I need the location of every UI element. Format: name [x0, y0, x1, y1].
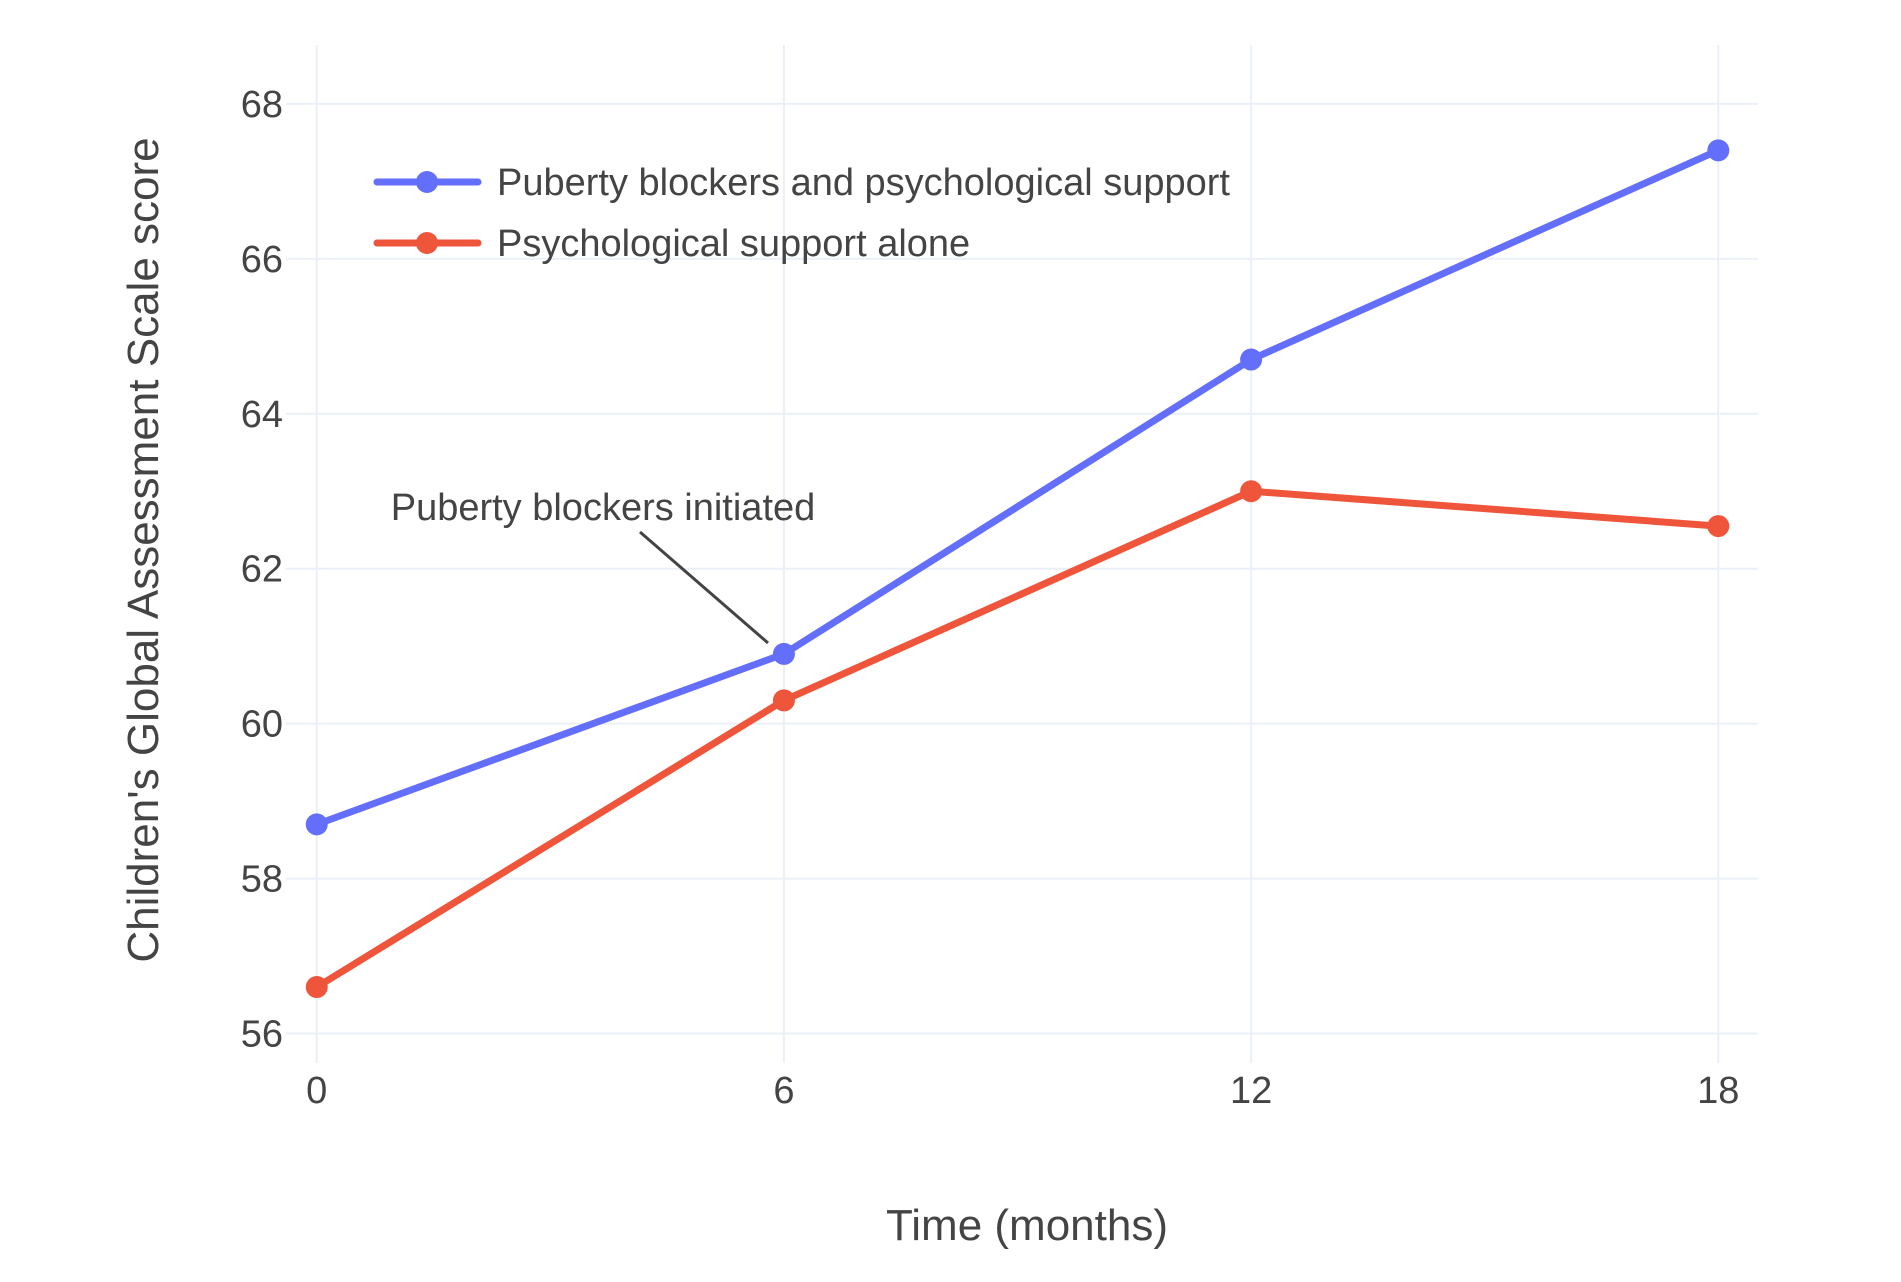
data-point	[1707, 515, 1730, 538]
data-point	[1240, 348, 1263, 371]
x-axis-title: Time (months)	[886, 1201, 1168, 1250]
series-layer	[305, 139, 1730, 999]
grid-layer	[286, 45, 1758, 1063]
annotation-connector-line	[639, 530, 769, 645]
tick-label-layer: 56 58 60 62 64 66 68 0 6 12 18	[241, 84, 1740, 1112]
data-point	[305, 813, 328, 836]
x-tick-label: 6	[773, 1070, 794, 1112]
legend-item-psychological-support-alone[interactable]: Psychological support alone	[373, 223, 970, 265]
y-tick-label: 68	[241, 84, 283, 126]
x-tick-label: 18	[1697, 1070, 1739, 1112]
x-tick-label: 0	[306, 1070, 327, 1112]
y-axis-title: Children's Global Assessment Scale score	[119, 137, 168, 962]
y-tick-label: 62	[241, 549, 283, 591]
y-tick-label: 60	[241, 704, 283, 746]
annotation: Puberty blockers initiated	[391, 487, 816, 645]
legend-swatch-dot-red	[416, 232, 438, 254]
annotation-text: Puberty blockers initiated	[391, 487, 816, 529]
y-tick-label: 56	[241, 1014, 283, 1056]
data-point	[305, 976, 328, 999]
series-line-psychological-support-alone	[313, 487, 1722, 991]
legend: Puberty blockers and psychological suppo…	[373, 162, 1230, 265]
data-point	[1240, 480, 1263, 503]
data-point	[772, 642, 795, 665]
data-point	[772, 689, 795, 712]
y-tick-label: 64	[241, 394, 283, 436]
x-tick-label: 12	[1230, 1070, 1272, 1112]
y-tick-label: 58	[241, 859, 283, 901]
legend-label-puberty-blockers: Puberty blockers and psychological suppo…	[497, 162, 1230, 204]
y-tick-label: 66	[241, 239, 283, 281]
legend-item-puberty-blockers[interactable]: Puberty blockers and psychological suppo…	[373, 162, 1230, 204]
series-line-puberty-blockers	[313, 146, 1722, 828]
data-point	[1707, 139, 1730, 162]
legend-label-psychological-support-alone: Psychological support alone	[497, 223, 970, 265]
legend-swatch-dot-blue	[416, 171, 438, 193]
